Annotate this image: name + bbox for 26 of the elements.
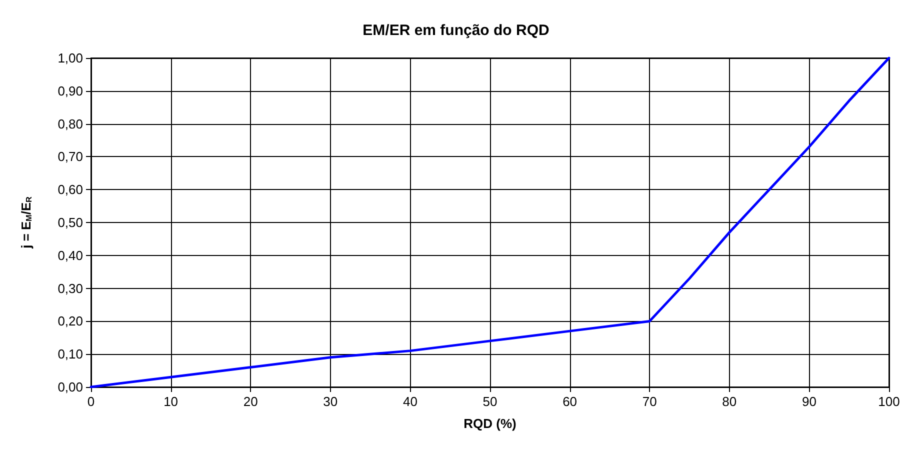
y-tick-label: 0,80 bbox=[58, 116, 83, 132]
chart-title: EM/ER em função do RQD bbox=[362, 22, 550, 39]
y-tick-label: 0,60 bbox=[58, 182, 83, 198]
x-tick-label: 90 bbox=[802, 394, 816, 409]
line-series bbox=[90, 56, 890, 388]
y-tick-label: 0,20 bbox=[58, 314, 83, 329]
x-tick-label: 10 bbox=[164, 394, 178, 409]
x-tick-label: 0 bbox=[87, 394, 95, 409]
x-axis-title: RQD (%) bbox=[464, 416, 516, 431]
y-tick-label: 0,90 bbox=[58, 83, 83, 98]
x-tick-label: 70 bbox=[642, 394, 657, 409]
x-tick-label: 50 bbox=[482, 394, 498, 409]
y-tick-label: 0,70 bbox=[58, 149, 83, 164]
y-axis-title: j = EM/ER bbox=[18, 196, 34, 250]
x-tick-label: 100 bbox=[878, 394, 900, 409]
y-tick-label: 0,50 bbox=[58, 215, 83, 230]
x-tick-label: 30 bbox=[323, 394, 338, 409]
x-tick-label: 40 bbox=[402, 394, 418, 409]
y-tick-label: 0,10 bbox=[58, 346, 83, 362]
x-tick-label: 60 bbox=[562, 394, 578, 409]
x-tick-label: 20 bbox=[243, 394, 258, 409]
y-tick-label: 0,30 bbox=[58, 280, 83, 296]
y-tick-label: 0,40 bbox=[58, 248, 83, 263]
y-tick-label: 1,00 bbox=[58, 50, 83, 66]
y-tick-label: 0,00 bbox=[58, 380, 83, 394]
x-tick-label: 80 bbox=[722, 394, 737, 409]
